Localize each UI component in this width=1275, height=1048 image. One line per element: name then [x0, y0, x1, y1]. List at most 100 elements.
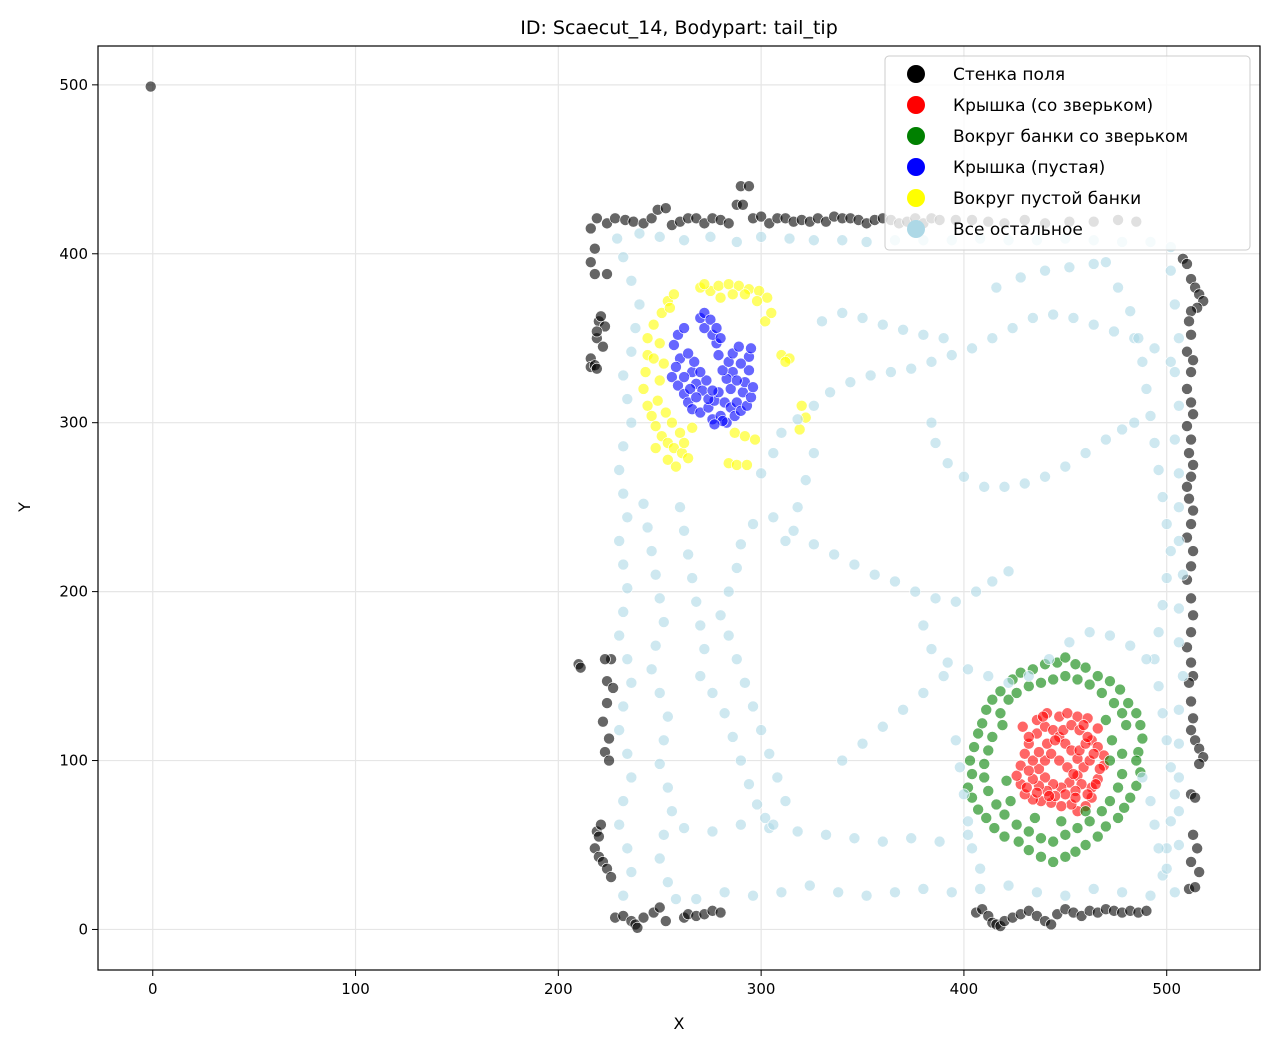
scatter-point — [653, 337, 666, 350]
scatter-point — [945, 886, 958, 899]
scatter-point — [649, 568, 662, 581]
scatter-point — [1164, 761, 1177, 774]
scatter-point — [657, 829, 670, 841]
scatter-point — [645, 545, 658, 557]
scatter-point — [660, 915, 672, 927]
scatter-point — [714, 906, 727, 919]
scatter-point — [1018, 477, 1031, 490]
scatter-point — [1096, 805, 1108, 818]
legend-marker — [907, 127, 925, 145]
scatter-point — [1004, 795, 1017, 807]
scatter-point — [1173, 535, 1185, 547]
scatter-point — [712, 280, 725, 292]
scatter-point — [621, 393, 634, 405]
scatter-point — [917, 619, 930, 632]
scatter-point — [982, 670, 995, 682]
scatter-point — [678, 822, 690, 834]
scatter-point — [613, 464, 625, 476]
scatter-point — [950, 595, 962, 608]
scatter-point — [1083, 626, 1096, 638]
scatter-point — [990, 798, 1003, 811]
scatter-point — [1077, 719, 1090, 731]
scatter-point — [771, 771, 784, 784]
scatter-point — [1187, 712, 1199, 725]
scatter-point — [1130, 707, 1143, 720]
scatter-point — [716, 364, 729, 377]
scatter-point — [791, 413, 804, 426]
scatter-point — [799, 474, 812, 486]
scatter-point — [836, 754, 849, 767]
scatter-point — [678, 234, 690, 247]
scatter-point — [996, 719, 1009, 731]
scatter-point — [1185, 656, 1197, 669]
scatter-point — [603, 754, 615, 767]
scatter-point — [1140, 905, 1153, 917]
scatter-point — [986, 332, 999, 345]
legend-label: Крышка (со зверьком) — [953, 96, 1153, 116]
scatter-point — [730, 236, 743, 248]
scatter-point — [824, 386, 836, 399]
scatter-point — [1187, 459, 1199, 471]
scatter-point — [730, 459, 743, 471]
scatter-point — [682, 347, 694, 360]
scatter-point — [1173, 704, 1185, 716]
scatter-point — [694, 619, 707, 632]
scatter-point — [1023, 764, 1035, 777]
scatter-point — [668, 339, 680, 351]
scatter-point — [666, 371, 678, 383]
scatter-point — [694, 670, 707, 682]
axes-frame — [97, 45, 1261, 971]
x-tick-label: 200 — [544, 980, 573, 998]
scatter-point — [964, 754, 976, 767]
scatter-point — [836, 234, 849, 247]
scatter-point — [617, 369, 630, 382]
scatter-point — [682, 548, 694, 561]
scatter-point — [641, 400, 654, 412]
legend-marker — [907, 96, 925, 114]
scatter-point — [1081, 788, 1094, 801]
scatter-point — [775, 427, 788, 439]
scatter-point — [1124, 305, 1137, 318]
scatter-point — [712, 349, 725, 361]
scatter-point — [1069, 845, 1082, 858]
scatter-point — [1087, 318, 1100, 331]
scatter-point — [1173, 839, 1185, 851]
scatter-point — [591, 325, 603, 338]
scatter-point — [1079, 805, 1092, 818]
x-tick-label: 400 — [950, 980, 979, 998]
scatter-point — [1059, 889, 1072, 902]
scatter-point — [1183, 492, 1195, 505]
scatter-point — [877, 318, 889, 331]
scatter-point — [631, 921, 644, 934]
scatter-point — [1039, 264, 1051, 277]
scatter-point — [980, 812, 993, 824]
x-tick-label: 0 — [148, 980, 158, 998]
scatter-point — [728, 427, 741, 439]
scatter-point — [974, 883, 986, 895]
scatter-point — [1116, 768, 1128, 780]
scatter-point — [1012, 835, 1025, 848]
scatter-point — [651, 394, 664, 407]
scatter-point — [877, 720, 889, 733]
scatter-point — [978, 771, 991, 784]
scatter-point — [820, 829, 832, 841]
scatter-point — [706, 825, 719, 838]
scatter-point — [1104, 795, 1116, 807]
scatter-point — [1169, 298, 1181, 311]
scatter-point — [625, 416, 638, 429]
scatter-point — [897, 704, 909, 716]
scatter-point — [1160, 862, 1173, 875]
scatter-point — [779, 535, 792, 547]
scatter-point — [735, 357, 747, 370]
scatter-point — [1169, 886, 1181, 899]
scatter-point — [1106, 734, 1118, 747]
scatter-point — [1002, 879, 1015, 892]
scatter-point — [974, 862, 986, 875]
scatter-point — [1089, 778, 1102, 790]
legend-marker — [907, 158, 925, 176]
scatter-point — [1144, 410, 1157, 422]
scatter-point — [1185, 626, 1197, 638]
scatter-point — [682, 452, 694, 464]
scatter-point — [1185, 724, 1197, 736]
scatter-point — [686, 572, 698, 584]
